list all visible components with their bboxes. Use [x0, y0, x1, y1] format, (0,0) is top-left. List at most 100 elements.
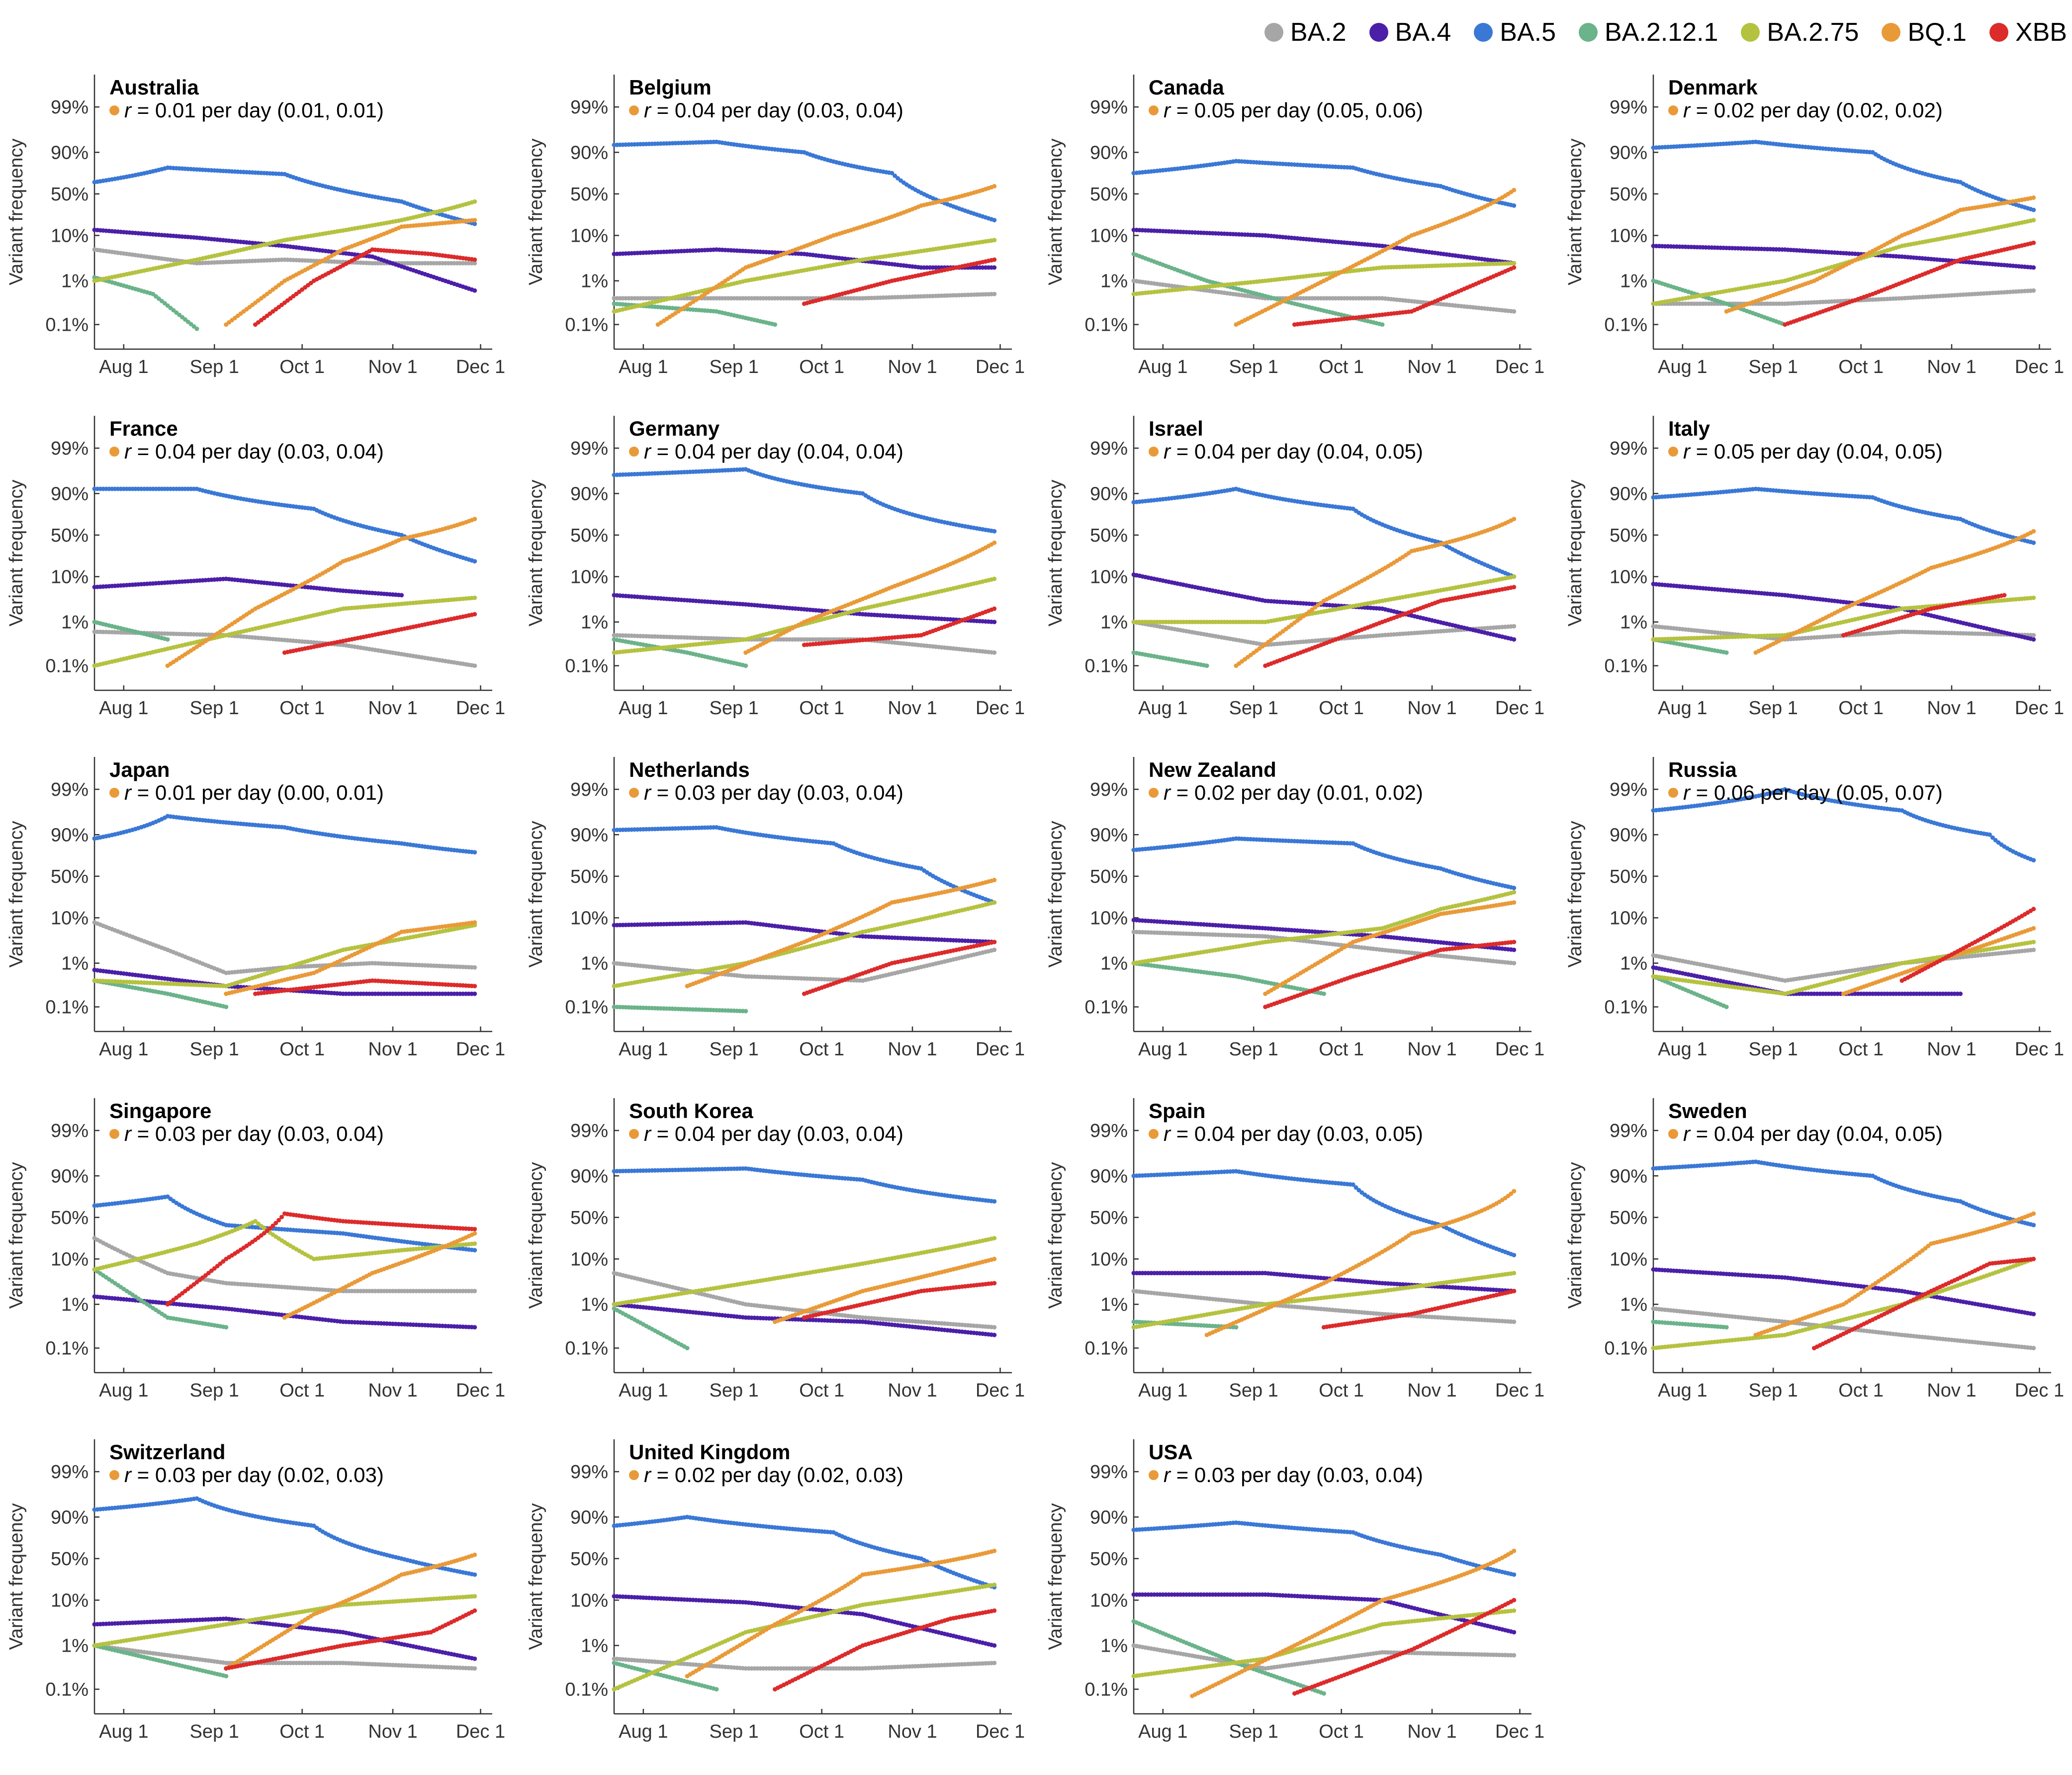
y-tick-label: 99%: [51, 97, 89, 118]
y-tick-label: 1%: [1100, 271, 1128, 292]
x-tick-label: Aug 1: [1658, 357, 1707, 377]
y-tick-label: 0.1%: [565, 315, 608, 336]
y-tick-label: 10%: [1090, 225, 1128, 246]
data-point: [992, 541, 996, 545]
y-tick-label: 10%: [570, 566, 608, 587]
panel-title: Canada: [1149, 76, 1224, 99]
growth-rate: r = 0.05 per day (0.05, 0.06): [1164, 98, 1423, 122]
x-tick-label: Oct 1: [279, 698, 325, 719]
series-bq-1: [224, 218, 477, 327]
data-point: [992, 184, 996, 188]
data-point: [472, 596, 477, 600]
x-tick-label: Dec 1: [1495, 357, 1544, 377]
data-points: [612, 467, 997, 668]
x-tick-label: Nov 1: [888, 357, 937, 377]
panel-title: Belgium: [629, 76, 712, 99]
rate-value: = 0.05 per day (0.05, 0.06): [1171, 98, 1423, 122]
data-point: [194, 327, 199, 331]
x-tick-label: Dec 1: [2015, 357, 2064, 377]
y-tick-label: 90%: [570, 142, 608, 163]
legend-item: BA.2.75: [1741, 17, 1859, 47]
x-tick-label: Aug 1: [619, 357, 668, 377]
data-point: [992, 651, 996, 655]
bq1-marker: [109, 447, 119, 457]
x-tick-label: Oct 1: [1319, 357, 1364, 377]
y-tick-label: 1%: [581, 271, 608, 292]
data-point: [992, 218, 996, 222]
y-tick-label: 0.1%: [1084, 315, 1128, 336]
data-points: [1132, 487, 1517, 668]
legend-label: BA.2.75: [1767, 17, 1859, 47]
bq1-marker: [629, 447, 639, 457]
data-points: [92, 166, 477, 331]
x-tick-label: Sep 1: [710, 357, 759, 377]
y-tick-label: 99%: [570, 438, 608, 459]
data-point: [743, 663, 748, 668]
legend-marker: [1264, 23, 1283, 42]
x-tick-label: Oct 1: [1838, 357, 1884, 377]
growth-rate: r = 0.02 per day (0.02, 0.02): [1683, 98, 1943, 122]
x-tick-label: Sep 1: [710, 698, 759, 719]
series-ba-2: [92, 247, 477, 265]
series-ba-5: [1132, 159, 1517, 208]
x-tick-label: Sep 1: [1749, 357, 1798, 377]
x-tick-label: Oct 1: [279, 357, 325, 377]
x-tick-label: Dec 1: [456, 698, 505, 719]
data-points: [1132, 159, 1517, 327]
y-tick-label: 99%: [1610, 97, 1647, 118]
data-point: [1512, 261, 1516, 266]
y-axis-label: Variant frequency: [6, 138, 27, 285]
y-tick-label: 10%: [1610, 225, 1647, 246]
legend-item: BA.2: [1264, 17, 1347, 47]
data-point: [2031, 288, 2036, 293]
x-tick-label: Oct 1: [1319, 698, 1364, 719]
bq1-marker: [109, 105, 119, 115]
y-axis-label: Variant frequency: [1565, 138, 1586, 285]
rate-value: = 0.04 per day (0.03, 0.04): [651, 98, 903, 122]
x-tick-label: Dec 1: [456, 357, 505, 377]
legend-label: BA.2.12.1: [1605, 17, 1718, 47]
series-ba-2: [1132, 279, 1517, 314]
y-tick-label: 50%: [1090, 525, 1128, 546]
y-tick-label: 50%: [51, 184, 89, 205]
x-tick-label: Oct 1: [799, 357, 844, 377]
legend-marker: [1369, 23, 1388, 42]
data-point: [2031, 241, 2036, 245]
legend-item: XBB: [1989, 17, 2067, 47]
y-tick-label: 0.1%: [45, 315, 89, 336]
y-axis-label: Variant frequency: [1045, 138, 1066, 285]
rate-value: = 0.04 per day (0.03, 0.04): [131, 440, 384, 463]
x-tick-label: Oct 1: [799, 698, 844, 719]
data-point: [992, 620, 996, 624]
x-tick-label: Nov 1: [1407, 698, 1456, 719]
y-tick-label: 0.1%: [45, 656, 89, 677]
panel-title: France: [109, 417, 178, 440]
data-point: [992, 258, 996, 262]
legend-item: BA.5: [1474, 17, 1556, 47]
data-point: [992, 576, 996, 581]
legend-label: BA.2: [1290, 17, 1347, 47]
legend-label: BQ.1: [1907, 17, 1967, 47]
x-tick-label: Dec 1: [976, 698, 1025, 719]
data-point: [472, 612, 477, 617]
series-ba-5: [1651, 140, 2036, 212]
y-tick-label: 10%: [51, 566, 89, 587]
x-tick-label: Aug 1: [619, 698, 668, 719]
growth-rate: r = 0.04 per day (0.03, 0.04): [124, 440, 384, 463]
y-tick-label: 90%: [1090, 142, 1128, 163]
y-tick-label: 99%: [570, 97, 608, 118]
data-point: [2031, 208, 2036, 212]
data-points: [612, 140, 997, 327]
data-point: [992, 529, 996, 534]
x-tick-label: Aug 1: [1138, 357, 1187, 377]
growth-rate: r = 0.01 per day (0.01, 0.01): [124, 98, 384, 122]
data-point: [472, 517, 477, 521]
x-tick-label: Nov 1: [368, 698, 417, 719]
y-tick-label: 50%: [570, 525, 608, 546]
data-point: [1512, 309, 1516, 314]
panel-title: Denmark: [1668, 76, 1758, 99]
